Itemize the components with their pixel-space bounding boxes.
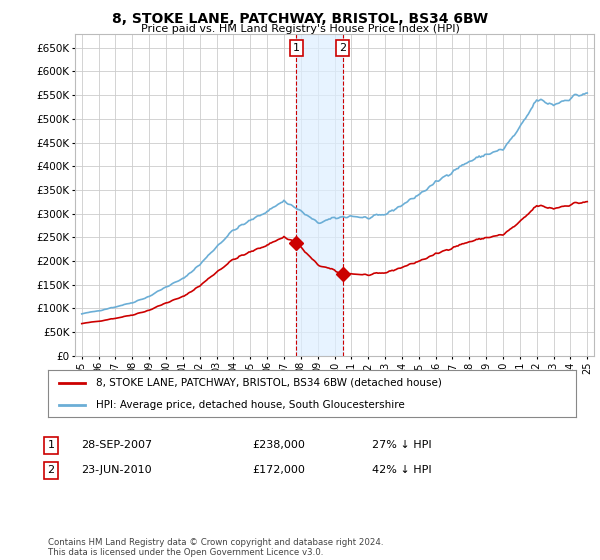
Text: 1: 1: [293, 43, 300, 53]
Text: 8, STOKE LANE, PATCHWAY, BRISTOL, BS34 6BW (detached house): 8, STOKE LANE, PATCHWAY, BRISTOL, BS34 6…: [95, 378, 442, 388]
Text: Contains HM Land Registry data © Crown copyright and database right 2024.
This d: Contains HM Land Registry data © Crown c…: [48, 538, 383, 557]
Text: Price paid vs. HM Land Registry's House Price Index (HPI): Price paid vs. HM Land Registry's House …: [140, 24, 460, 34]
Bar: [296, 34, 343, 356]
Text: 8, STOKE LANE, PATCHWAY, BRISTOL, BS34 6BW: 8, STOKE LANE, PATCHWAY, BRISTOL, BS34 6…: [112, 12, 488, 26]
Text: 2: 2: [47, 465, 55, 475]
Text: 2: 2: [339, 43, 346, 53]
Text: £172,000: £172,000: [252, 465, 305, 475]
Text: 23-JUN-2010: 23-JUN-2010: [81, 465, 152, 475]
Text: 27% ↓ HPI: 27% ↓ HPI: [372, 440, 431, 450]
Text: 28-SEP-2007: 28-SEP-2007: [81, 440, 152, 450]
Text: 1: 1: [47, 440, 55, 450]
Text: 42% ↓ HPI: 42% ↓ HPI: [372, 465, 431, 475]
Text: HPI: Average price, detached house, South Gloucestershire: HPI: Average price, detached house, Sout…: [95, 400, 404, 410]
Text: £238,000: £238,000: [252, 440, 305, 450]
